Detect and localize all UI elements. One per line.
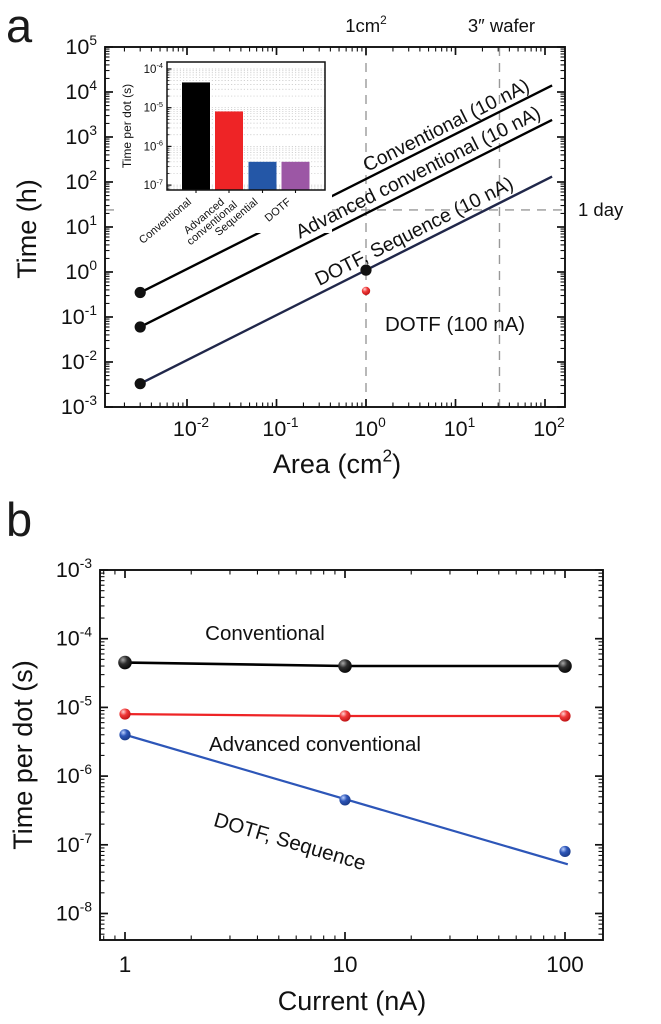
inset-ytick-label: 10-4 bbox=[144, 61, 163, 76]
panel-a-ytick-label: 101 bbox=[65, 213, 97, 239]
panel-b-ytick-label: 10-5 bbox=[56, 693, 93, 719]
point-advanced-conventional bbox=[339, 710, 351, 722]
panel-b-labels: Conventional Advanced conventional DOTF, S… bbox=[205, 622, 421, 875]
panel-a-xtick-label: 102 bbox=[533, 415, 565, 441]
panel-a-ytick-label: 105 bbox=[65, 33, 97, 59]
point-conventional bbox=[338, 659, 352, 673]
panel-b-ytick-label: 10-3 bbox=[56, 556, 93, 582]
panel-a-reference-lines bbox=[105, 47, 565, 407]
inset-ytick-label: 10-6 bbox=[144, 139, 163, 154]
inset-frame bbox=[166, 61, 326, 191]
inset-bar-1 bbox=[215, 111, 243, 190]
point-conventional-10-na bbox=[134, 286, 146, 299]
point-dotf-sequence-10-na bbox=[360, 264, 372, 276]
label-conventional-b: Conventional bbox=[205, 622, 325, 645]
panel-a-ylabel: Time (h) bbox=[12, 179, 42, 279]
point-advanced-conventional-10-na bbox=[134, 321, 146, 333]
point-dotf-100-na bbox=[361, 286, 371, 296]
panel-a-axes: 10-2 10-1 100 101 102 105 104 103 102 101 100 10-1 1… bbox=[12, 33, 566, 479]
panel-a-ytick-label: 100 bbox=[65, 258, 97, 284]
panel-a-xtick-label: 101 bbox=[444, 415, 476, 441]
panel-a-ytick-label: 10-1 bbox=[61, 303, 97, 329]
label-dotf-100na: DOTF (100 nA) bbox=[385, 313, 525, 336]
inset-bar-2 bbox=[248, 161, 277, 190]
point-conventional bbox=[118, 655, 132, 670]
panel-a-ytick-label: 10-3 bbox=[61, 393, 98, 419]
point-dotf-sequence bbox=[119, 729, 131, 741]
panel-a-xtick-label: 10-2 bbox=[173, 415, 209, 441]
line-conventional-10-na bbox=[139, 84, 553, 294]
panel-b-xtick-label: 1 bbox=[119, 952, 132, 977]
point-dotf-sequence bbox=[559, 845, 571, 858]
panel-a-ytick-label: 10-2 bbox=[61, 348, 97, 374]
inset-ytick-label: 10-7 bbox=[144, 177, 163, 192]
label-advanced-conventional-b: Advanced conventional bbox=[209, 733, 421, 756]
inset-bar-3 bbox=[281, 161, 310, 190]
line-advanced-conventional-10-na bbox=[139, 118, 553, 329]
panel-a-ytick-label: 103 bbox=[65, 123, 97, 149]
panel-b-ytick-label: 10-4 bbox=[56, 625, 93, 651]
panel-a-xlabel: Area (cm2) bbox=[273, 446, 401, 479]
panel-b-letter: b bbox=[6, 493, 33, 546]
point-advanced-conventional bbox=[559, 710, 571, 722]
panel-a-letter: a bbox=[6, 0, 33, 52]
annotation-1cm2: 1cm2 bbox=[345, 13, 387, 36]
label-dotf-sequence-b: DOTF, Sequence bbox=[211, 808, 368, 875]
panel-b-ytick-label: 10-8 bbox=[56, 899, 93, 925]
inset-ylabel: Time per dot (s) bbox=[120, 84, 134, 168]
panel-a-xtick-label: 10-1 bbox=[262, 415, 298, 441]
panel-a-series bbox=[134, 84, 553, 390]
panel-b-xlabel: Current (nA) bbox=[278, 986, 427, 1016]
panel-a-ytick-label: 104 bbox=[65, 78, 97, 104]
line-dotf-sequence-10-na bbox=[139, 175, 553, 385]
point-advanced-conventional bbox=[119, 708, 131, 720]
annotation-1day: 1 day bbox=[578, 199, 624, 220]
panel-b-ylabel: Time per dot (s) bbox=[8, 660, 38, 850]
point-dotf-sequence bbox=[339, 794, 351, 806]
panel-b-ytick-label: 10-6 bbox=[56, 762, 93, 788]
inset-bar-0 bbox=[182, 82, 210, 190]
point-conventional bbox=[558, 659, 572, 673]
inset-ytick-label: 10-5 bbox=[144, 100, 163, 115]
panel-b-chart: 1 10 100 10-3 10-4 10-5 10-6 10-7 10-8 Current (n… bbox=[8, 556, 604, 1016]
panel-a-ytick-label: 102 bbox=[65, 168, 97, 194]
panel-a-xtick-label: 100 bbox=[354, 415, 386, 441]
panel-b-ytick-label: 10-7 bbox=[56, 831, 92, 857]
panel-b-xtick-label: 10 bbox=[332, 952, 357, 977]
panel-b-axes: 1 10 100 10-3 10-4 10-5 10-6 10-7 10-8 Current (n… bbox=[8, 556, 604, 1016]
point-dotf-sequence-10-na bbox=[134, 378, 146, 390]
annotation-3in-wafer: 3″ wafer bbox=[468, 15, 535, 36]
panel-b-series bbox=[118, 655, 572, 866]
panel-b-xtick-label: 100 bbox=[546, 952, 584, 977]
